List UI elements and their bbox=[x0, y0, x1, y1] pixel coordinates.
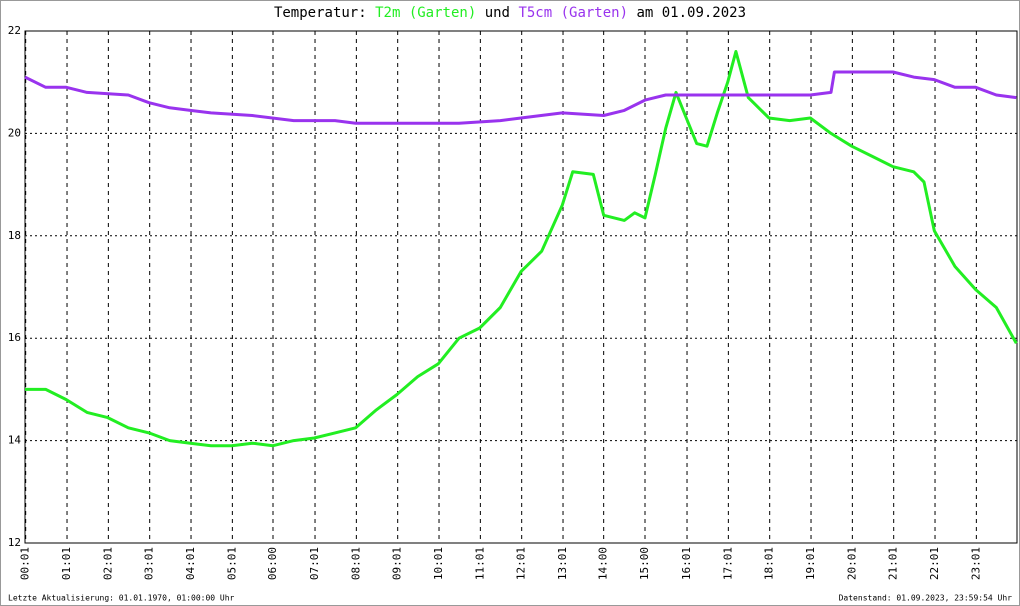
chart-title: Temperatur: T2m (Garten) und T5cm (Garte… bbox=[274, 5, 746, 21]
x-tick-label: 17:01 bbox=[721, 547, 734, 580]
y-tick-label: 18 bbox=[8, 229, 21, 242]
x-tick-label: 23:01 bbox=[969, 547, 982, 580]
x-tick-label: 13:01 bbox=[556, 547, 569, 580]
x-tick-label: 16:01 bbox=[680, 547, 693, 580]
x-tick-label: 14:00 bbox=[597, 547, 610, 580]
x-tick-label: 10:01 bbox=[432, 547, 445, 580]
x-tick-label: 05:01 bbox=[225, 547, 238, 580]
y-tick-label: 12 bbox=[8, 536, 21, 549]
x-tick-label: 21:01 bbox=[887, 547, 900, 580]
x-tick-label: 01:01 bbox=[60, 547, 73, 580]
x-tick-label: 20:01 bbox=[845, 547, 858, 580]
title-date: am 01.09.2023 bbox=[636, 5, 746, 21]
x-tick-label: 09:01 bbox=[391, 547, 404, 580]
x-tick-label: 06:00 bbox=[266, 547, 279, 580]
x-tick-label: 03:01 bbox=[143, 547, 156, 580]
x-tick-label: 04:01 bbox=[184, 547, 197, 580]
legend-entry: T5cm (Garten) bbox=[518, 5, 628, 21]
footer-right: Datenstand: 01.09.2023, 23:59:54 Uhr bbox=[839, 594, 1013, 603]
x-tick-label: 19:01 bbox=[804, 547, 817, 580]
x-tick-label: 08:01 bbox=[349, 547, 362, 580]
x-tick-label: 11:01 bbox=[473, 547, 486, 580]
x-tick-label: 12:01 bbox=[515, 547, 528, 580]
x-tick-label: 22:01 bbox=[928, 547, 941, 580]
y-tick-label: 22 bbox=[8, 24, 21, 37]
x-tick-label: 00:01 bbox=[19, 547, 32, 580]
footer-left: Letzte Aktualisierung: 01.01.1970, 01:00… bbox=[8, 594, 235, 603]
title-prefix: Temperatur: bbox=[274, 5, 367, 21]
x-tick-label: 18:01 bbox=[763, 547, 776, 580]
data-line bbox=[25, 50, 1018, 448]
x-tick-label: 15:00 bbox=[638, 547, 651, 580]
x-tick-label: 07:01 bbox=[308, 547, 321, 580]
data-line bbox=[24, 70, 1017, 125]
y-tick-label: 16 bbox=[8, 331, 21, 344]
x-tick-label: 02:01 bbox=[101, 547, 114, 580]
plot-area bbox=[24, 30, 1018, 544]
title-joiner: und bbox=[485, 5, 510, 21]
y-tick-label: 20 bbox=[8, 126, 21, 139]
y-tick-label: 14 bbox=[8, 434, 22, 447]
legend-entry: T2m (Garten) bbox=[375, 5, 476, 21]
